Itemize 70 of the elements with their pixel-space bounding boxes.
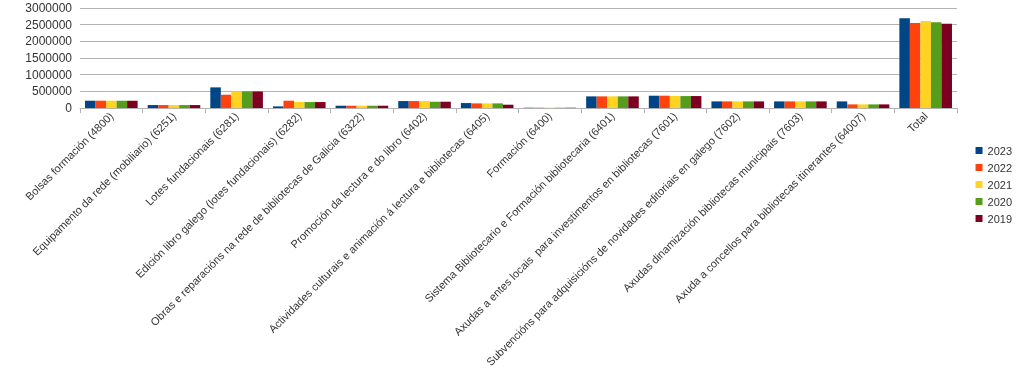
bar	[95, 100, 107, 109]
bar	[106, 100, 117, 109]
bar	[492, 103, 503, 109]
bar	[179, 105, 190, 109]
bar	[711, 101, 722, 109]
bar	[283, 100, 294, 109]
y-tick-label: 500000	[31, 84, 73, 99]
bar	[648, 95, 660, 109]
bar	[743, 101, 754, 109]
bar	[315, 102, 326, 109]
bar	[419, 101, 430, 109]
bar	[669, 96, 681, 109]
bar	[721, 101, 733, 109]
bar	[147, 105, 159, 109]
bar	[210, 87, 221, 109]
bar	[440, 101, 451, 109]
bar	[127, 100, 138, 109]
bar	[805, 101, 817, 109]
legend-label: 2022	[987, 161, 1013, 174]
bar	[241, 91, 253, 109]
bar	[774, 101, 785, 109]
bar	[909, 23, 921, 109]
y-tick-label: 2500000	[25, 17, 73, 32]
bar	[231, 91, 242, 109]
bar	[878, 104, 890, 109]
bar	[408, 101, 420, 109]
legend-label: 2020	[987, 195, 1013, 208]
legend-label: 2023	[987, 144, 1013, 157]
y-tick-label: 3000000	[25, 1, 73, 15]
bar	[847, 104, 858, 109]
bar	[304, 102, 316, 109]
legend-label: 2021	[987, 178, 1013, 191]
bar	[158, 105, 169, 109]
bar	[899, 18, 910, 109]
bar	[586, 96, 597, 109]
bar	[816, 101, 827, 109]
bar	[460, 103, 472, 109]
bar	[857, 104, 869, 109]
bar	[293, 102, 305, 109]
bar	[836, 101, 848, 109]
bar	[85, 100, 96, 109]
y-tick-label: 2000000	[25, 34, 73, 49]
bar	[220, 94, 232, 109]
bar	[607, 96, 618, 109]
bar	[941, 23, 952, 109]
legend-label: 2019	[987, 212, 1013, 225]
bar	[116, 100, 128, 109]
bar	[596, 96, 608, 109]
bar	[628, 96, 639, 109]
bar	[690, 96, 702, 109]
bar	[168, 105, 180, 109]
bar	[189, 105, 201, 109]
bar	[920, 21, 931, 109]
bar	[680, 96, 691, 109]
bar	[930, 22, 942, 109]
bar	[795, 101, 806, 109]
bar	[617, 96, 629, 109]
bar	[252, 91, 263, 109]
y-tick-label: 1500000	[25, 51, 73, 66]
bar	[481, 103, 493, 109]
bar	[784, 101, 796, 109]
bar	[659, 95, 670, 109]
bar	[429, 101, 441, 109]
bar	[753, 101, 765, 109]
bar	[732, 101, 744, 109]
y-tick-label: 0	[65, 101, 73, 116]
bar	[868, 104, 879, 109]
bar	[471, 103, 482, 109]
y-tick-label: 1000000	[25, 67, 73, 82]
bar	[398, 101, 409, 109]
